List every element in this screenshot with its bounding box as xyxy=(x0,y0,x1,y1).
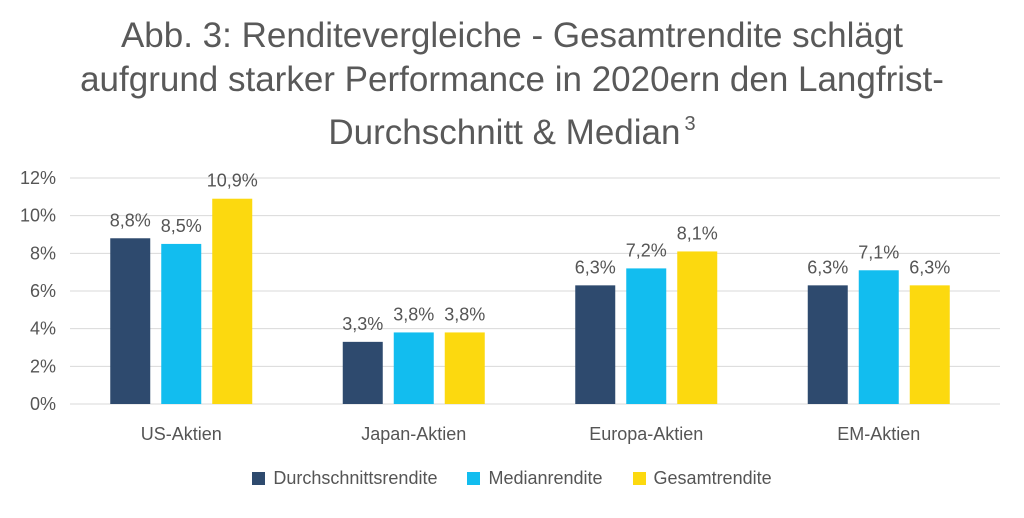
data-label: 8,8% xyxy=(110,210,151,230)
data-label: 3,8% xyxy=(444,304,485,324)
legend-label-median: Medianrendite xyxy=(488,468,603,488)
y-tick-label: 6% xyxy=(30,281,56,301)
bar xyxy=(807,285,848,404)
data-label: 7,2% xyxy=(626,240,667,260)
bar xyxy=(444,332,485,404)
title-line-1: Abb. 3: Renditevergleiche - Gesamtrendit… xyxy=(120,16,904,55)
y-tick-label: 2% xyxy=(30,356,56,376)
data-label: 6,3% xyxy=(575,257,616,277)
y-tick-label: 4% xyxy=(30,319,56,339)
bar xyxy=(212,198,253,404)
legend-label-gesamt: Gesamtrendite xyxy=(653,468,772,488)
title-line-3-text: Durchschnitt & Median xyxy=(328,113,681,152)
bar xyxy=(161,243,202,404)
legend-swatch-median xyxy=(467,472,481,485)
bar xyxy=(393,332,434,404)
bar xyxy=(342,341,383,404)
legend-item-median: Medianrendite xyxy=(467,468,603,489)
chart-title: Abb. 3: Renditevergleiche - Gesamtrendit… xyxy=(0,14,1024,155)
legend-item-gesamt: Gesamtrendite xyxy=(632,468,772,489)
data-label: 6,3% xyxy=(807,257,848,277)
data-label: 8,5% xyxy=(161,216,202,236)
legend-swatch-durchschnitt xyxy=(252,472,266,485)
title-line-2: aufgrund starker Performance in 2020ern … xyxy=(80,60,944,99)
bar xyxy=(677,251,718,404)
data-label: 6,3% xyxy=(909,257,950,277)
title-footnote: 3 xyxy=(684,113,696,135)
y-tick-label: 12% xyxy=(20,168,56,188)
legend: Durchschnittsrendite Medianrendite Gesam… xyxy=(0,468,1024,489)
data-label: 3,8% xyxy=(393,304,434,324)
x-tick-label: US-Aktien xyxy=(141,424,222,444)
x-tick-label: Japan-Aktien xyxy=(361,424,466,444)
x-tick-label: Europa-Aktien xyxy=(589,424,703,444)
x-tick-label: EM-Aktien xyxy=(837,424,920,444)
data-label: 10,9% xyxy=(207,171,258,191)
bar xyxy=(858,270,899,404)
y-tick-label: 0% xyxy=(30,394,56,414)
bar xyxy=(110,238,151,404)
data-label: 8,1% xyxy=(677,223,718,243)
legend-swatch-gesamt xyxy=(632,472,646,485)
title-line-3: Durchschnitt & Median 3 xyxy=(0,102,1024,155)
bar xyxy=(575,285,616,404)
bar xyxy=(626,268,667,404)
bar xyxy=(909,285,950,404)
y-tick-label: 10% xyxy=(20,206,56,226)
data-label: 7,1% xyxy=(858,242,899,262)
data-label: 3,3% xyxy=(342,314,383,334)
y-tick-label: 8% xyxy=(30,243,56,263)
legend-label-durchschnitt: Durchschnittsrendite xyxy=(273,468,438,488)
legend-item-durchschnitt: Durchschnittsrendite xyxy=(252,468,437,489)
